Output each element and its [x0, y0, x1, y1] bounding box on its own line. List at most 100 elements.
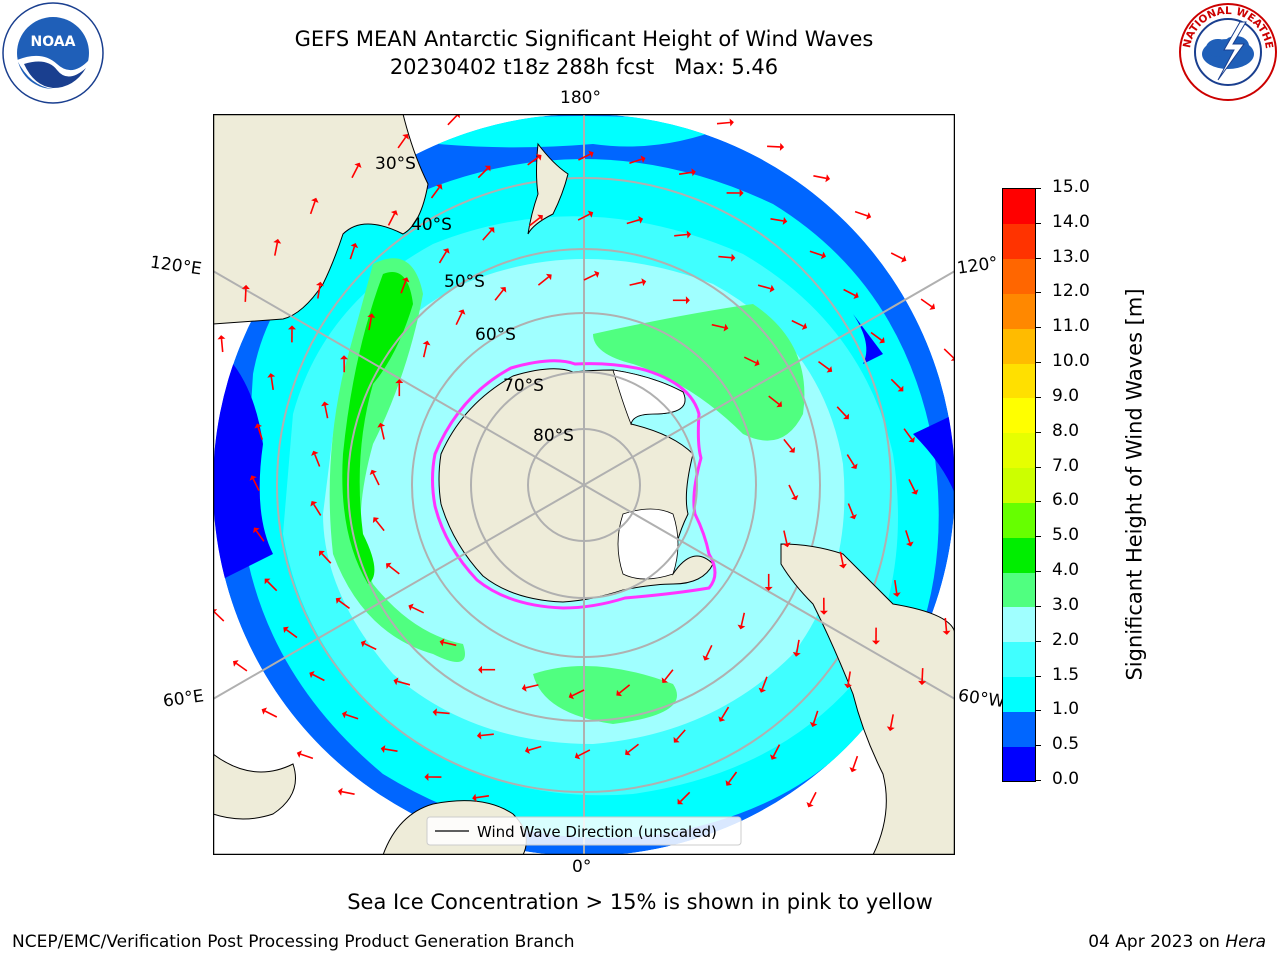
colorbar-band [1003, 258, 1035, 294]
colorbar-tick-mark [1035, 536, 1041, 538]
lon-label-120w: 120° [955, 253, 1000, 279]
wind-wave-arrow [380, 426, 385, 440]
wind-wave-arrow [721, 706, 730, 719]
wind-wave-arrow [627, 743, 639, 753]
wind-wave-arrow [397, 136, 407, 149]
wind-wave-arrow-head [849, 514, 857, 520]
wind-wave-arrow-head [625, 749, 631, 756]
south-america [780, 543, 955, 855]
date-credit: 04 Apr 2023 on Hera [1088, 932, 1266, 952]
lat-label-30s: 30°S [375, 154, 416, 174]
wind-wave-arrow [626, 219, 640, 225]
wind-wave-arrow-head [866, 212, 872, 220]
wind-wave-arrow-head [393, 677, 399, 686]
wind-wave-arrow [809, 791, 817, 805]
wind-wave-arrow-head [309, 671, 315, 679]
wind-wave-arrow-head [872, 640, 880, 645]
noaa-logo-text: NOAA [31, 34, 76, 50]
wind-wave-arrow-head [422, 340, 431, 346]
lat-label-70s: 70°S [503, 376, 544, 396]
waves-4-5m [342, 272, 413, 584]
wind-wave-arrows [213, 114, 955, 808]
noaa-logo: NOAA [2, 2, 104, 104]
wind-wave-arrow-head [731, 253, 736, 262]
colorbar-band [1003, 676, 1035, 712]
wind-wave-arrow-head [354, 162, 362, 168]
colorbar-tick-mark [1035, 710, 1041, 712]
colorbar-band [1003, 606, 1035, 643]
wind-wave-arrow-head [825, 174, 831, 183]
wind-wave-arrow-head [776, 401, 782, 408]
latitude-labels: 30°S 40°S 50°S 60°S 70°S 80°S [375, 154, 574, 446]
wind-wave-arrow-head [779, 142, 785, 151]
wind-wave-arrow-head [942, 630, 951, 635]
wind-wave-arrow-head [754, 359, 760, 367]
wind-wave-arrow-head [253, 527, 260, 534]
wind-wave-arrow-head [588, 150, 594, 158]
wind-wave-arrow [818, 360, 830, 370]
wind-wave-arrow [525, 684, 539, 689]
colorbar-tick-mark [1035, 780, 1041, 781]
wind-wave-arrow-head [641, 278, 647, 287]
wind-wave-arrow-head [478, 665, 483, 674]
wind-wave-arrow [846, 454, 855, 467]
machine-name: Hera [1225, 932, 1266, 952]
wind-wave-arrow [795, 639, 800, 653]
wind-wave-arrow [809, 250, 823, 257]
wind-wave-arrow [411, 606, 425, 614]
colorbar-band [1003, 746, 1035, 782]
colorbar-tick-label: 4.0 [1052, 560, 1080, 581]
wind-wave-arrow-head [702, 655, 710, 661]
colorbar-tick-label: 9.0 [1052, 385, 1080, 406]
colorbar-band [1003, 189, 1035, 225]
wind-wave-arrow-head [432, 708, 437, 717]
wind-wave-arrow [813, 175, 827, 180]
wind-wave-arrow [629, 158, 642, 164]
colorbar-tick-label: 12.0 [1052, 281, 1090, 302]
wind-wave-arrow-head [686, 230, 692, 239]
australia [213, 114, 429, 325]
wind-wave-arrow-head [901, 255, 907, 263]
wind-wave-arrow [397, 680, 411, 686]
wind-wave-arrow [678, 171, 693, 175]
wind-wave-arrow [770, 218, 784, 222]
colorbar-tick-mark [1035, 640, 1041, 642]
wind-wave-arrow [583, 273, 597, 281]
wind-wave-arrow-head [261, 707, 267, 715]
wind-wave-arrow [943, 348, 955, 359]
wind-wave-arrow [921, 668, 924, 682]
wind-wave-arrow-head [892, 592, 901, 597]
wind-wave-arrow [266, 580, 278, 592]
wind-wave-arrow-head [729, 118, 734, 127]
wind-wave-arrow [908, 479, 916, 492]
wind-wave-arrow-head [283, 626, 289, 633]
wind-wave-arrow-head [906, 541, 914, 547]
wind-wave-arrow [528, 745, 542, 751]
wind-wave-arrow [475, 795, 490, 799]
colorbar [1002, 188, 1036, 782]
wind-wave-arrow [422, 344, 428, 358]
wind-wave-arrow-head [241, 284, 250, 290]
wind-wave-arrow [618, 684, 631, 694]
wind-wave-arrow [571, 689, 585, 697]
wind-wave-arrow [711, 323, 725, 329]
wind-wave-arrow-head [254, 423, 262, 429]
lat-label-50s: 50°S [444, 272, 485, 292]
plot-subtitle: 20230402 t18z 288h fcst Max: 5.46 [389, 55, 779, 79]
wind-wave-arrow [890, 252, 904, 260]
wind-wave-arrow [244, 288, 247, 302]
colorbar-tick-label: 5.0 [1052, 525, 1080, 546]
colorbar-band [1003, 363, 1035, 399]
wind-wave-arrow [854, 210, 868, 217]
wind-wave-arrow-head [929, 303, 935, 310]
wind-wave-arrow-head [337, 787, 343, 796]
plot-title: GEFS MEAN Antarctic Significant Height o… [294, 27, 874, 51]
wind-wave-arrow [349, 246, 356, 260]
wind-wave-arrow-head [367, 313, 376, 318]
wind-wave-arrow-head [788, 447, 796, 453]
colorbar-tick-mark [1035, 292, 1041, 294]
wind-wave-arrow-head [616, 689, 622, 697]
wind-wave-arrow-head [568, 692, 574, 700]
wind-wave-arrow [252, 478, 260, 491]
colorbar-tick-label: 13.0 [1052, 246, 1090, 267]
